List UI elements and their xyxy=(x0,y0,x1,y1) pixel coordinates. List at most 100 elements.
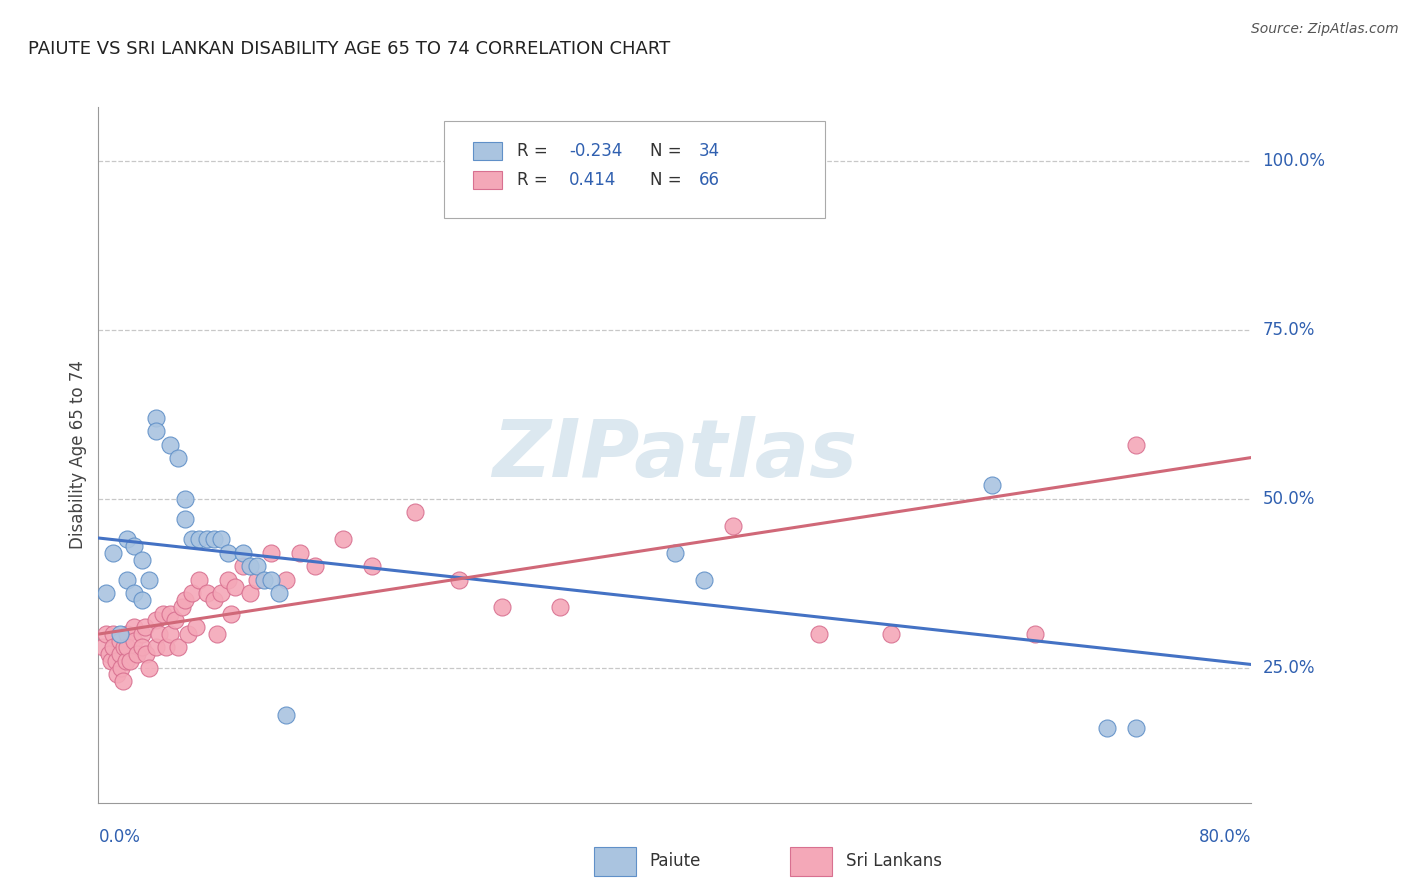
Point xyxy=(447,573,470,587)
Text: N =: N = xyxy=(650,142,686,160)
Point xyxy=(548,599,571,614)
Point xyxy=(260,573,283,587)
Point xyxy=(253,573,276,587)
Point xyxy=(166,451,188,466)
Point xyxy=(188,573,211,587)
Point xyxy=(202,593,225,607)
Point xyxy=(231,546,254,560)
Point xyxy=(304,559,326,574)
Point xyxy=(274,708,297,723)
Point xyxy=(209,533,232,547)
Point xyxy=(239,586,262,600)
Point xyxy=(117,640,139,655)
Point xyxy=(224,580,246,594)
Point xyxy=(100,654,122,668)
Point xyxy=(110,661,132,675)
Point xyxy=(155,640,177,655)
Text: Sri Lankans: Sri Lankans xyxy=(845,852,942,870)
FancyBboxPatch shape xyxy=(472,171,502,189)
Text: N =: N = xyxy=(650,171,686,189)
Point xyxy=(181,533,204,547)
Point xyxy=(239,559,262,574)
Point xyxy=(1125,722,1147,736)
Point xyxy=(159,627,181,641)
Point xyxy=(664,546,686,560)
Point xyxy=(127,647,149,661)
Point xyxy=(981,478,1004,492)
Point xyxy=(117,533,139,547)
Point xyxy=(124,633,146,648)
Text: R =: R = xyxy=(517,171,558,189)
Point xyxy=(108,633,131,648)
Point xyxy=(104,654,127,668)
Point xyxy=(97,647,120,661)
Point xyxy=(195,533,218,547)
Point xyxy=(152,607,174,621)
Point xyxy=(131,552,153,566)
Point xyxy=(108,627,131,641)
Point xyxy=(145,424,167,438)
FancyBboxPatch shape xyxy=(472,142,502,160)
Text: 0.414: 0.414 xyxy=(569,171,616,189)
Point xyxy=(134,620,156,634)
Point xyxy=(159,438,181,452)
Point xyxy=(636,154,658,169)
Point xyxy=(174,491,197,506)
Point xyxy=(405,505,427,519)
Point xyxy=(145,614,167,628)
Text: -0.234: -0.234 xyxy=(569,142,623,160)
Point xyxy=(219,607,242,621)
FancyBboxPatch shape xyxy=(444,121,825,219)
Point xyxy=(124,539,146,553)
Point xyxy=(170,599,193,614)
Point xyxy=(290,546,312,560)
Point xyxy=(101,627,124,641)
Point xyxy=(94,627,117,641)
Text: PAIUTE VS SRI LANKAN DISABILITY AGE 65 TO 74 CORRELATION CHART: PAIUTE VS SRI LANKAN DISABILITY AGE 65 T… xyxy=(28,40,671,58)
Text: 25.0%: 25.0% xyxy=(1263,658,1315,677)
Point xyxy=(808,627,831,641)
Point xyxy=(205,627,228,641)
Text: 50.0%: 50.0% xyxy=(1263,490,1315,508)
Point xyxy=(138,573,160,587)
Point xyxy=(124,620,146,634)
Point xyxy=(209,586,232,600)
Text: 100.0%: 100.0% xyxy=(1263,152,1326,170)
Point xyxy=(105,667,128,681)
Point xyxy=(267,586,290,600)
Point xyxy=(131,640,153,655)
Point xyxy=(91,640,114,655)
Point xyxy=(217,573,239,587)
Point xyxy=(131,627,153,641)
Point xyxy=(138,661,160,675)
Point xyxy=(217,546,239,560)
Point xyxy=(120,654,142,668)
Point xyxy=(94,586,117,600)
Point xyxy=(148,627,170,641)
Point xyxy=(166,640,188,655)
Point xyxy=(181,586,204,600)
Point xyxy=(111,674,134,689)
Point xyxy=(1024,627,1046,641)
Point xyxy=(361,559,384,574)
Text: Paiute: Paiute xyxy=(650,852,700,870)
Point xyxy=(332,533,354,547)
Text: 75.0%: 75.0% xyxy=(1263,321,1315,339)
Y-axis label: Disability Age 65 to 74: Disability Age 65 to 74 xyxy=(69,360,87,549)
Point xyxy=(721,519,744,533)
Point xyxy=(177,627,200,641)
Point xyxy=(693,573,716,587)
Point xyxy=(145,640,167,655)
Point xyxy=(163,614,186,628)
Point xyxy=(195,586,218,600)
Point xyxy=(1125,438,1147,452)
Point xyxy=(117,573,139,587)
Point xyxy=(114,654,136,668)
Point xyxy=(274,573,297,587)
Point xyxy=(101,640,124,655)
Point xyxy=(124,586,146,600)
Point xyxy=(246,573,269,587)
Point xyxy=(491,599,513,614)
Point xyxy=(159,607,181,621)
Text: ZIPatlas: ZIPatlas xyxy=(492,416,858,494)
